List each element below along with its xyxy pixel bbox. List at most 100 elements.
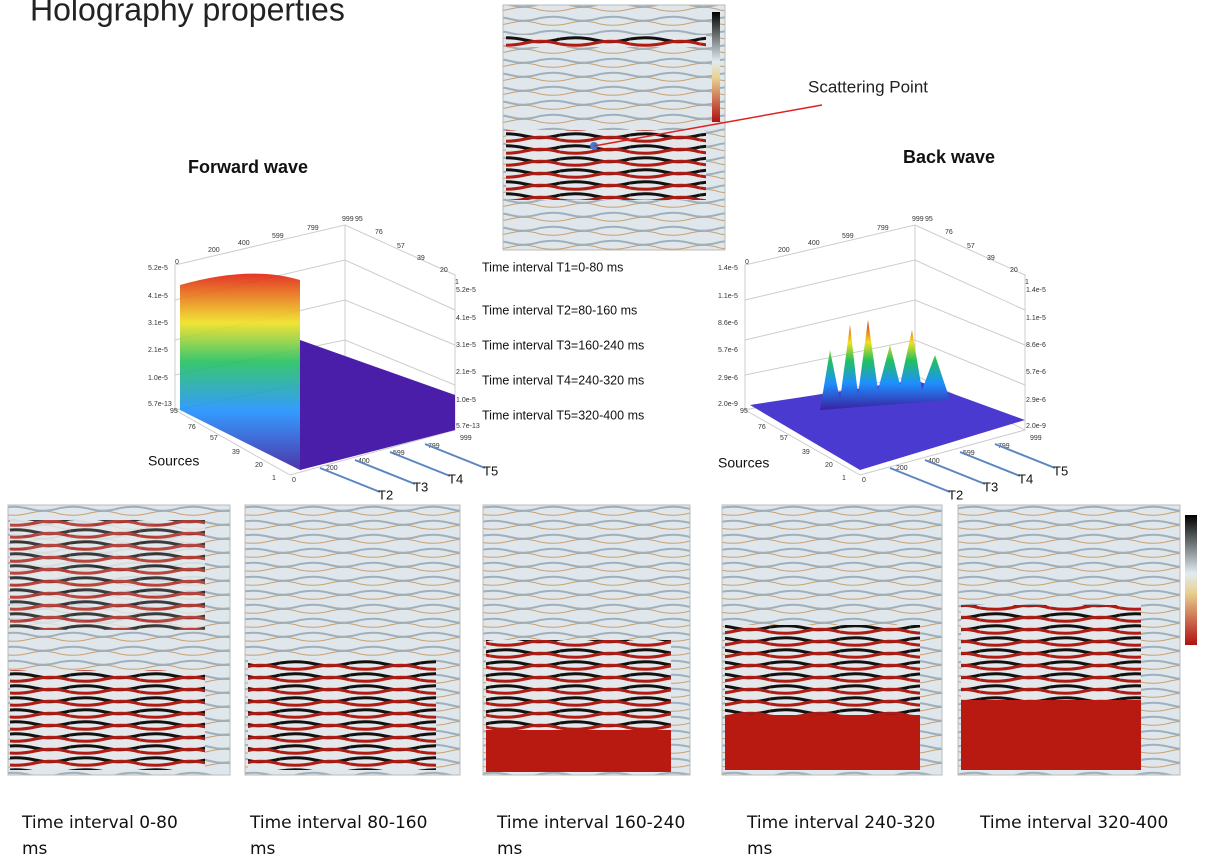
panels — [8, 505, 1197, 775]
x-tick-label: 799 — [877, 225, 889, 232]
y-tick-label: 57 — [967, 243, 975, 250]
panel-caption: Time interval 160-240 — [496, 813, 685, 833]
marker-line — [320, 468, 380, 492]
panel-caption: Time interval 0-80 — [21, 813, 178, 833]
y-tick-label: 1 — [842, 475, 846, 482]
z-tick-label: 8.6e-6 — [1026, 342, 1046, 349]
x-tick-label: 400 — [238, 240, 250, 247]
marker-label: T3 — [413, 479, 428, 494]
z-tick-label: 2.0e-9 — [1026, 423, 1046, 430]
z-tick-label: 1.1e-5 — [718, 293, 738, 300]
z-tick-label: 4.1e-5 — [148, 293, 168, 300]
z-tick-label: 5.7e-6 — [1026, 369, 1046, 376]
z-tick-label: 2.1e-5 — [148, 347, 168, 354]
x-tick-label: 999 — [342, 216, 354, 223]
y-tick-label: 20 — [1010, 267, 1018, 274]
z-tick-label: 2.9e-6 — [1026, 397, 1046, 404]
marker-label: T2 — [948, 487, 963, 502]
panel-caption: ms — [22, 839, 48, 858]
x-tick-label: 0 — [862, 477, 866, 484]
back-axis-label: Sources — [718, 455, 769, 471]
z-tick-label: 4.1e-5 — [456, 315, 476, 322]
back-title: Back wave — [903, 147, 995, 167]
marker-label: T5 — [1053, 463, 1068, 478]
time-interval: Time interval T1=0-80 ms — [482, 260, 623, 274]
time-interval: Time interval T2=80-160 ms — [482, 303, 637, 317]
y-tick-label: 1 — [272, 475, 276, 482]
marker-label: T3 — [983, 479, 998, 494]
marker-line — [355, 460, 415, 484]
y-tick-label: 39 — [987, 255, 995, 262]
y-tick-label: 1 — [1025, 279, 1029, 286]
x-tick-label: 400 — [808, 240, 820, 247]
x-tick-label: 0 — [745, 259, 749, 266]
y-tick-label: 95 — [740, 408, 748, 415]
slide-title: Holography properties — [30, 0, 345, 27]
marker-label: T2 — [378, 487, 393, 502]
y-tick-label: 20 — [440, 267, 448, 274]
y-tick-label: 20 — [825, 462, 833, 469]
x-tick-label: 999 — [912, 216, 924, 223]
y-tick-label: 20 — [255, 462, 263, 469]
z-tick-label: 1.4e-5 — [1026, 287, 1046, 294]
z-tick-label: 2.1e-5 — [456, 369, 476, 376]
z-tick-label: 1.1e-5 — [1026, 315, 1046, 322]
z-tick-label: 5.7e-6 — [718, 347, 738, 354]
z-tick-label: 3.1e-5 — [148, 320, 168, 327]
panel-caption: Time interval 80-160 — [249, 813, 427, 833]
z-tick-label: 5.2e-5 — [148, 265, 168, 272]
marker-line — [390, 452, 450, 476]
marker-line — [960, 452, 1020, 476]
forward-axis-label: Sources — [148, 453, 199, 469]
time-interval: Time interval T4=240-320 ms — [482, 373, 644, 387]
y-tick-label: 95 — [355, 216, 363, 223]
panel-caption: Time interval 320-400 — [979, 813, 1168, 833]
x-tick-label: 599 — [842, 233, 854, 240]
y-tick-label: 1 — [455, 279, 459, 286]
y-tick-label: 57 — [780, 435, 788, 442]
y-tick-label: 39 — [232, 449, 240, 456]
panel-caption: Time interval 240-320 — [746, 813, 935, 833]
x-tick-label: 799 — [307, 225, 319, 232]
x-tick-label: 999 — [1030, 435, 1042, 442]
marker-label: T4 — [448, 471, 463, 486]
x-tick-label: 999 — [460, 435, 472, 442]
y-tick-label: 76 — [375, 229, 383, 236]
x-tick-label: 200 — [208, 247, 220, 254]
x-tick-label: 0 — [175, 259, 179, 266]
marker-line — [425, 444, 485, 468]
panel-caption: ms — [497, 839, 523, 858]
x-tick-label: 200 — [778, 247, 790, 254]
z-tick-label: 1.0e-5 — [148, 375, 168, 382]
y-tick-label: 76 — [945, 229, 953, 236]
z-tick-label: 2.0e-9 — [718, 401, 738, 408]
z-tick-label: 1.4e-5 — [718, 265, 738, 272]
y-tick-label: 76 — [758, 424, 766, 431]
top-seismic-image — [503, 5, 725, 250]
y-tick-label: 39 — [417, 255, 425, 262]
z-tick-label: 1.0e-5 — [456, 397, 476, 404]
marker-label: T5 — [483, 463, 498, 478]
panel-caption: ms — [250, 839, 276, 858]
y-tick-label: 57 — [397, 243, 405, 250]
panel-caption: ms — [747, 839, 773, 858]
time-interval: Time interval T5=320-400 ms — [482, 408, 644, 422]
y-tick-label: 39 — [802, 449, 810, 456]
y-tick-label: 95 — [170, 408, 178, 415]
z-tick-label: 5.7e-13 — [456, 423, 480, 430]
slide: Holography properties Scattering Point F… — [0, 0, 1209, 858]
marker-line — [995, 444, 1055, 468]
annotation: Scattering Point — [808, 77, 928, 96]
marker-line — [890, 468, 950, 492]
marker-label: T4 — [1018, 471, 1033, 486]
time-interval: Time interval T3=160-240 ms — [482, 338, 644, 352]
z-tick-label: 5.2e-5 — [456, 287, 476, 294]
y-tick-label: 95 — [925, 216, 933, 223]
z-tick-label: 5.7e-13 — [148, 401, 172, 408]
marker-line — [925, 460, 985, 484]
z-tick-label: 3.1e-5 — [456, 342, 476, 349]
x-tick-label: 599 — [272, 233, 284, 240]
x-tick-label: 0 — [292, 477, 296, 484]
forward-title: Forward wave — [188, 157, 308, 177]
z-tick-label: 2.9e-6 — [718, 375, 738, 382]
